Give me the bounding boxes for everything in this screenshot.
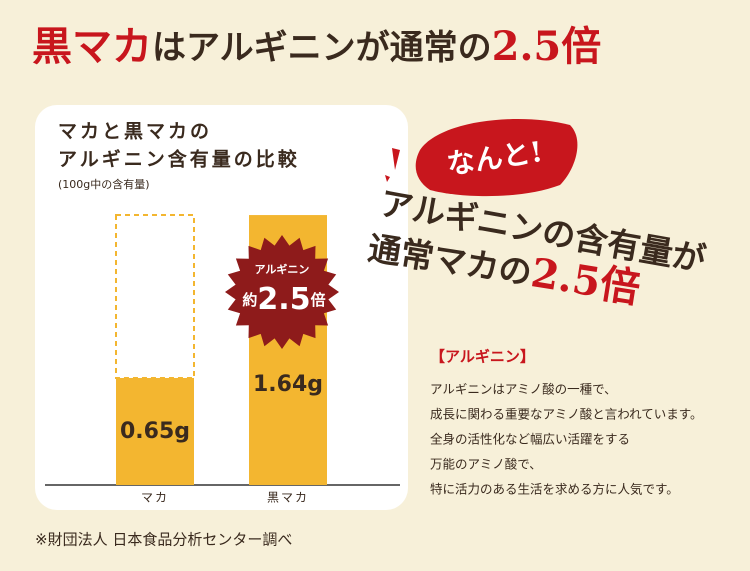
heading-accent: 黒マカ [32,23,152,70]
heading: 黒マカはアルギニンが通常の2.5倍 [32,23,601,70]
value-label: 1.64g [253,372,323,397]
chart-subtitle: (100g中の含有量) [58,177,150,191]
heading-accent: 2.5倍 [492,23,602,70]
x-tick-label: マカ [141,491,169,505]
chart-title: マカと黒マカの [58,121,212,143]
footnote: ※財団法人 日本食品分析センター調べ [35,531,292,549]
x-tick-label: 黒マカ [267,491,309,505]
heading-text: はアルギニンが通常の [152,28,492,68]
note-line: アルギニンはアミノ酸の一種で、 [430,382,617,397]
chart-title: アルギニン含有量の比較 [58,148,300,171]
note-title: 【アルギニン】 [430,348,535,366]
bar [116,378,194,485]
note-line: 全身の活性化など幅広い活躍をする [430,432,630,447]
note-line: 特に活力のある生活を求める方に人気です。 [430,482,679,497]
exclaim-brush [415,118,578,197]
badge-value: 約2.5倍 [242,282,325,317]
badge-suffix: 倍 [311,291,326,309]
value-label: 0.65g [120,419,190,444]
exclaim-marks [385,148,400,182]
note-line: 万能のアミノ酸で、 [430,457,542,472]
badge-number: 2.5 [257,282,310,317]
badge-top: アルギニン [255,262,310,276]
badge-prefix: 約 [242,291,257,309]
badge [225,235,339,349]
note-line: 成長に関わる重要なアミノ酸と言われています。 [430,407,703,422]
